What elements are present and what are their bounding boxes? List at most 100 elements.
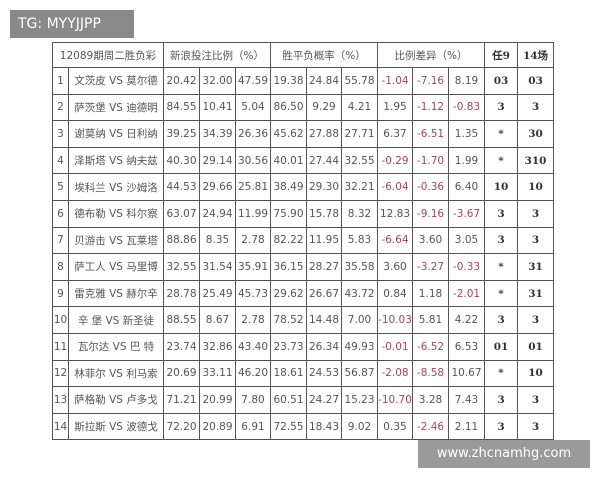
value-cell: -1.70 — [412, 146, 449, 175]
value-cell: 8.35 — [199, 226, 236, 255]
value-cell: 35.91 — [235, 253, 271, 281]
pick-cell: * — [484, 359, 518, 388]
value-cell: -3.27 — [412, 253, 449, 281]
pick-cell: 3 — [517, 306, 554, 334]
table-row: 9 雷克雅 VS 赫尔辛 28.78 25.49 45.73 29.62 26.67 43.7… — [52, 279, 554, 308]
value-cell: -1.12 — [412, 93, 449, 122]
value-cell: 20.89 — [199, 412, 236, 441]
value-cell: 82.22 — [270, 226, 307, 255]
row-number: 14 — [52, 412, 69, 441]
value-cell: 78.52 — [270, 306, 307, 334]
value-cell: 6.53 — [448, 332, 485, 361]
value-cell: 18.43 — [306, 412, 342, 441]
header-r9: 任9 — [484, 42, 518, 68]
value-cell: 36.15 — [270, 253, 307, 281]
pick-cell: 10 — [484, 173, 518, 201]
value-cell: 5.04 — [235, 93, 271, 122]
value-cell: 1.18 — [412, 279, 449, 308]
pick-cell: 3 — [517, 412, 554, 441]
value-cell: 7.43 — [448, 386, 485, 414]
value-cell: -2.01 — [448, 279, 485, 308]
match: 萨茨堡 VS 迪德明 — [68, 93, 164, 122]
pick-cell: 01 — [484, 332, 518, 361]
value-cell: 71.21 — [163, 386, 200, 414]
table-row: 10 辛 堡 VS 新圣徒 88.55 8.67 2.78 78.52 14.48 7.00-… — [52, 306, 554, 334]
match: 贝游击 VS 瓦莱塔 — [68, 226, 164, 255]
value-cell: 3.60 — [377, 253, 413, 281]
value-cell: 8.19 — [448, 67, 485, 95]
row-number: 6 — [52, 199, 69, 228]
pick-cell: 10 — [517, 173, 554, 201]
value-cell: 6.40 — [448, 173, 485, 201]
value-cell: 2.78 — [235, 306, 271, 334]
value-cell: 9.29 — [306, 93, 342, 122]
pick-cell: 3 — [484, 93, 518, 122]
value-cell: -6.64 — [377, 226, 413, 255]
pick-cell: * — [484, 120, 518, 148]
watermark: www.zhcnamhg.com — [418, 440, 590, 468]
lottery-table: 12089期周二胜负彩 新浪投注比例（%） 胜平负概率（%） 比例差异（%） 任… — [52, 42, 554, 441]
value-cell: 31.54 — [199, 253, 236, 281]
value-cell: 28.27 — [306, 253, 342, 281]
table-row: 7 贝游击 VS 瓦莱塔 88.86 8.35 2.78 82.22 11.95 5.83 -6… — [52, 226, 554, 255]
match: 林菲尔 VS 利马索 — [68, 359, 164, 388]
value-cell: -10.70 — [377, 386, 413, 414]
value-cell: 9.02 — [341, 412, 378, 441]
pick-cell: * — [484, 146, 518, 175]
value-cell: 28.78 — [163, 279, 200, 308]
table-row: 1 文茨皮 VS 莫尔德 20.42 32.00 47.59 19.38 24.84 55.7… — [52, 67, 554, 95]
match: 瓦尔达 VS 巴 特 — [68, 332, 164, 361]
pick-cell: 3 — [484, 226, 518, 255]
value-cell: -3.67 — [448, 199, 485, 228]
value-cell: 88.55 — [163, 306, 200, 334]
value-cell: 26.36 — [235, 120, 271, 148]
value-cell: 2.78 — [235, 226, 271, 255]
value-cell: 35.58 — [341, 253, 378, 281]
row-number: 12 — [52, 359, 69, 388]
value-cell: 24.27 — [306, 386, 342, 414]
value-cell: 44.53 — [163, 173, 200, 201]
value-cell: 40.01 — [270, 146, 307, 175]
value-cell: 25.81 — [235, 173, 271, 201]
header-title: 12089期周二胜负彩 — [52, 42, 164, 68]
value-cell: 72.55 — [270, 412, 307, 441]
value-cell: 43.40 — [235, 332, 271, 361]
pick-cell: 3 — [484, 412, 518, 441]
row-number: 8 — [52, 253, 69, 281]
table-row: 14 斯拉斯 VS 波德戈 72.20 20.89 6.91 72.55 18.43 9.02… — [52, 412, 554, 441]
pick-cell: 3 — [484, 199, 518, 228]
value-cell: 18.61 — [270, 359, 307, 388]
value-cell: 4.22 — [448, 306, 485, 334]
value-cell: 10.67 — [448, 359, 485, 388]
value-cell: 49.93 — [341, 332, 378, 361]
match: 德布勒 VS 科尔察 — [68, 199, 164, 228]
value-cell: 32.55 — [163, 253, 200, 281]
value-cell: 0.35 — [377, 412, 413, 441]
value-cell: 4.21 — [341, 93, 378, 122]
match: 辛 堡 VS 新圣徒 — [68, 306, 164, 334]
value-cell: 56.87 — [341, 359, 378, 388]
value-cell: 14.48 — [306, 306, 342, 334]
value-cell: 8.67 — [199, 306, 236, 334]
value-cell: 25.49 — [199, 279, 236, 308]
value-cell: 5.81 — [412, 306, 449, 334]
row-number: 13 — [52, 386, 69, 414]
value-cell: -2.46 — [412, 412, 449, 441]
value-cell: -0.29 — [377, 146, 413, 175]
row-number: 11 — [52, 332, 69, 361]
row-number: 1 — [52, 67, 69, 95]
value-cell: 63.07 — [163, 199, 200, 228]
value-cell: 72.20 — [163, 412, 200, 441]
header-bet-ratio: 新浪投注比例（%） — [163, 42, 271, 68]
pick-cell: 03 — [517, 67, 554, 95]
table-row: 3 谢莫纳 VS 日利纳 39.25 34.39 26.36 45.62 27.88 27.7… — [52, 120, 554, 148]
value-cell: -7.16 — [412, 67, 449, 95]
header-probability: 胜平负概率（%） — [270, 42, 378, 68]
table-row: 6 德布勒 VS 科尔察 63.07 24.94 11.99 75.90 15.78 8.32… — [52, 199, 554, 228]
value-cell: 7.00 — [341, 306, 378, 334]
value-cell: 32.00 — [199, 67, 236, 95]
pick-cell: 3 — [517, 199, 554, 228]
value-cell: 29.14 — [199, 146, 236, 175]
match: 雷克雅 VS 赫尔辛 — [68, 279, 164, 308]
value-cell: 84.55 — [163, 93, 200, 122]
